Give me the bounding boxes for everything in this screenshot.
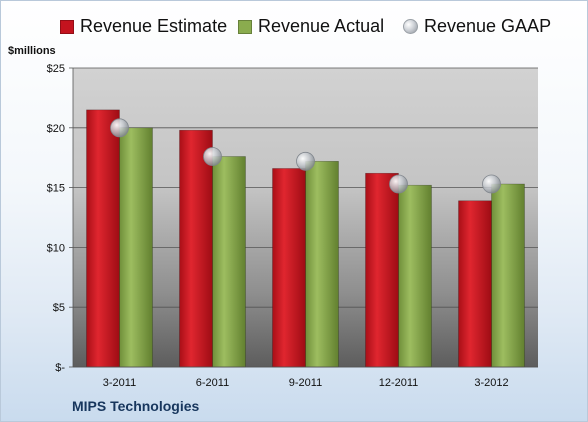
legend-swatch-actual bbox=[238, 19, 252, 34]
y-axis-unit-label: $millions bbox=[8, 45, 56, 57]
y-tick-label: $15 bbox=[47, 183, 65, 195]
gaap-marker bbox=[203, 147, 222, 166]
bar-revenue-actual bbox=[305, 160, 339, 368]
bar-revenue-estimate bbox=[272, 168, 306, 368]
gaap-marker bbox=[296, 151, 315, 171]
legend-label-gaap: Revenue GAAP bbox=[424, 16, 552, 36]
x-axis-ticks: 3-2011 6-2011 9-2011 12-2011 3-2012 bbox=[73, 366, 538, 389]
legend-item-estimate: Revenue Estimate bbox=[60, 16, 227, 37]
gaap-marker bbox=[482, 174, 501, 194]
company-name: MIPS Technologies bbox=[72, 398, 200, 414]
y-tick-label: $10 bbox=[47, 242, 65, 254]
legend: Revenue Estimate Revenue Actual Revenue … bbox=[0, 16, 588, 40]
x-tick-label: 3-2011 bbox=[103, 377, 136, 389]
x-tick-label: 9-2011 bbox=[289, 377, 322, 389]
legend-label-actual: Revenue Actual bbox=[258, 16, 385, 36]
bar-revenue-actual bbox=[491, 183, 525, 368]
bars bbox=[86, 109, 525, 368]
legend-swatch-estimate bbox=[60, 19, 74, 34]
bar-revenue-estimate bbox=[179, 129, 213, 368]
bar-revenue-estimate bbox=[365, 172, 399, 368]
y-tick-label: $25 bbox=[47, 63, 65, 75]
y-tick-label: $5 bbox=[53, 302, 65, 314]
x-tick-label: 6-2011 bbox=[196, 377, 229, 389]
gaap-markers bbox=[110, 118, 501, 194]
bar-revenue-estimate bbox=[458, 200, 492, 368]
legend-label-estimate: Revenue Estimate bbox=[80, 16, 228, 36]
x-tick-label: 12-2011 bbox=[379, 377, 419, 389]
y-axis-ticks: $- $5 $10 $15 $20 $25 bbox=[47, 63, 74, 374]
bar-revenue-actual bbox=[212, 156, 246, 368]
gaap-marker bbox=[389, 174, 408, 194]
legend-bubble-gaap bbox=[403, 19, 418, 34]
bar-revenue-actual bbox=[119, 127, 153, 368]
legend-item-gaap: Revenue GAAP bbox=[403, 16, 551, 37]
y-tick-label: $20 bbox=[47, 123, 65, 135]
bar-revenue-actual bbox=[398, 184, 432, 368]
x-tick-label: 3-2012 bbox=[474, 377, 508, 389]
bar-revenue-estimate bbox=[86, 109, 120, 368]
y-tick-label: $- bbox=[55, 362, 65, 374]
gaap-marker bbox=[110, 118, 129, 138]
legend-item-actual: Revenue Actual bbox=[238, 16, 384, 37]
